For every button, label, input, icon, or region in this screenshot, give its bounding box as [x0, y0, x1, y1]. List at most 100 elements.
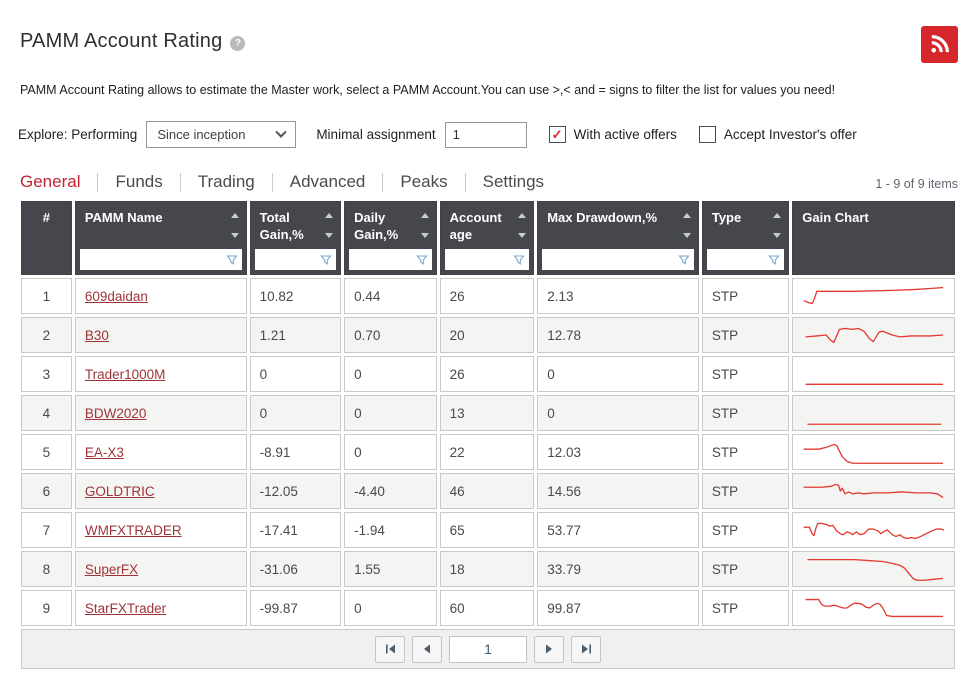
- next-page-button[interactable]: [534, 635, 564, 663]
- first-page-button[interactable]: [375, 635, 405, 663]
- column-header-daily-gain[interactable]: Daily Gain,%: [344, 201, 437, 275]
- tab-trading[interactable]: Trading: [197, 172, 255, 191]
- items-count: 1 - 9 of 9 items: [875, 177, 958, 191]
- pamm-name-link[interactable]: B30: [84, 327, 109, 343]
- table-row: 5 EA-X3 -8.91 0 22 12.03 STP: [21, 434, 955, 470]
- max-drawdown-cell: 12.03: [537, 434, 699, 470]
- total-gain-cell: -8.91: [249, 434, 342, 470]
- column-label: #: [42, 210, 51, 225]
- row-number-cell: 8: [21, 551, 72, 587]
- sort-asc-icon[interactable]: [230, 213, 239, 218]
- page-number-input[interactable]: [449, 635, 527, 663]
- pamm-name-link[interactable]: StarFXTrader: [84, 600, 167, 616]
- checkbox-unchecked-icon: [698, 126, 716, 143]
- sort-asc-icon[interactable]: [682, 213, 691, 218]
- column-label: Total Gain,%: [259, 210, 304, 242]
- sort-desc-icon[interactable]: [682, 233, 691, 238]
- column-header-total-gain[interactable]: Total Gain,%: [249, 201, 342, 275]
- period-select-value: Since inception: [157, 127, 246, 142]
- table-row: 1 609daidan 10.82 0.44 26 2.13 STP: [21, 278, 955, 314]
- column-header-max-drawdown[interactable]: Max Drawdown,%: [537, 201, 699, 275]
- pamm-name-link[interactable]: SuperFX: [84, 561, 139, 577]
- sort-asc-icon[interactable]: [518, 213, 527, 218]
- sort-desc-icon[interactable]: [518, 233, 527, 238]
- filter-input-type[interactable]: [706, 251, 769, 268]
- pamm-name-link[interactable]: BDW2020: [84, 405, 147, 421]
- column-label: Daily Gain,%: [354, 210, 399, 242]
- column-filter: [254, 249, 337, 270]
- sort-desc-icon[interactable]: [325, 233, 334, 238]
- gain-sparkline: [807, 423, 942, 425]
- row-number-cell: 3: [21, 356, 72, 392]
- pamm-name-cell: SuperFX: [74, 551, 247, 587]
- filter-icon[interactable]: [320, 254, 332, 266]
- sort-desc-icon[interactable]: [773, 233, 782, 238]
- max-drawdown-cell: 14.56: [537, 473, 699, 509]
- tab-general[interactable]: General: [20, 172, 81, 191]
- tabs: General Funds Trading Advanced Peaks Settings: [18, 172, 561, 192]
- tab-settings[interactable]: Settings: [482, 172, 545, 191]
- column-header-account-age[interactable]: Account age: [439, 201, 535, 275]
- pamm-name-cell: 609daidan: [74, 278, 247, 314]
- tabs-row: General Funds Trading Advanced Peaks Settings…: [18, 172, 958, 192]
- gain-chart-cell: [792, 473, 955, 509]
- sort-asc-icon[interactable]: [773, 213, 782, 218]
- row-number-cell: 7: [21, 512, 72, 548]
- help-icon[interactable]: ?: [230, 36, 246, 51]
- pamm-rating-page: PAMM Account Rating ? PAMM Account Ratin…: [18, 0, 958, 672]
- total-gain-cell: 0: [249, 395, 342, 431]
- sort-asc-icon[interactable]: [325, 213, 334, 218]
- period-select[interactable]: Since inception: [146, 121, 297, 148]
- type-cell: STP: [701, 395, 790, 431]
- max-drawdown-cell: 99.87: [537, 590, 699, 626]
- pamm-name-link[interactable]: GOLDTRIC: [84, 483, 155, 499]
- filter-icon[interactable]: [513, 254, 525, 266]
- sort-asc-icon[interactable]: [420, 213, 429, 218]
- gain-chart-cell: [792, 356, 955, 392]
- sort-desc-icon[interactable]: [230, 233, 239, 238]
- filter-icon[interactable]: [768, 254, 780, 266]
- account-age-cell: 65: [439, 512, 535, 548]
- filter-icon[interactable]: [678, 254, 690, 266]
- column-filter: [542, 249, 694, 270]
- prev-page-button[interactable]: [412, 635, 442, 663]
- tab-peaks[interactable]: Peaks: [400, 172, 448, 191]
- column-label: Gain Chart: [802, 210, 869, 225]
- pamm-name-link[interactable]: EA-X3: [84, 444, 124, 460]
- pamm-name-link[interactable]: Trader1000M: [84, 366, 166, 382]
- checkbox-checked-icon: ✓: [548, 126, 566, 143]
- accept-investors-offer-checkbox[interactable]: Accept Investor's offer: [698, 126, 857, 143]
- gain-chart-cell: [792, 512, 955, 548]
- filter-icon[interactable]: [416, 254, 428, 266]
- filter-input-total-gain[interactable]: [254, 251, 321, 268]
- title-row: PAMM Account Rating ?: [18, 26, 958, 63]
- last-page-button[interactable]: [571, 635, 601, 663]
- minimal-assignment-input[interactable]: [444, 121, 527, 148]
- column-label: Account age: [449, 210, 502, 242]
- column-header-pamm-name[interactable]: PAMM Name: [74, 201, 247, 275]
- tab-advanced[interactable]: Advanced: [289, 172, 366, 191]
- pager-row: [21, 629, 955, 669]
- gain-chart-cell: [792, 278, 955, 314]
- rss-icon[interactable]: [921, 26, 958, 63]
- gain-sparkline: [803, 286, 944, 305]
- pamm-name-link[interactable]: WMFXTRADER: [84, 522, 182, 538]
- filter-input-account-age[interactable]: [444, 251, 514, 268]
- pamm-name-link[interactable]: 609daidan: [84, 288, 148, 304]
- page-title: PAMM Account Rating: [20, 30, 223, 52]
- filter-icon[interactable]: [226, 254, 238, 266]
- filter-input-daily-gain[interactable]: [349, 251, 416, 268]
- total-gain-cell: -31.06: [249, 551, 342, 587]
- column-header-type[interactable]: Type: [701, 201, 790, 275]
- column-filter: [79, 249, 242, 270]
- account-age-cell: 22: [439, 434, 535, 470]
- filter-input-pamm-name[interactable]: [79, 251, 226, 268]
- sort-desc-icon[interactable]: [420, 233, 429, 238]
- tab-funds[interactable]: Funds: [115, 172, 163, 191]
- max-drawdown-cell: 2.13: [537, 278, 699, 314]
- table-row: 2 B30 1.21 0.70 20 12.78 STP: [21, 317, 955, 353]
- filter-input-max-drawdown[interactable]: [542, 251, 678, 268]
- daily-gain-cell: -4.40: [344, 473, 437, 509]
- with-active-offers-checkbox[interactable]: ✓ With active offers: [548, 126, 677, 143]
- column-label: PAMM Name: [84, 210, 163, 225]
